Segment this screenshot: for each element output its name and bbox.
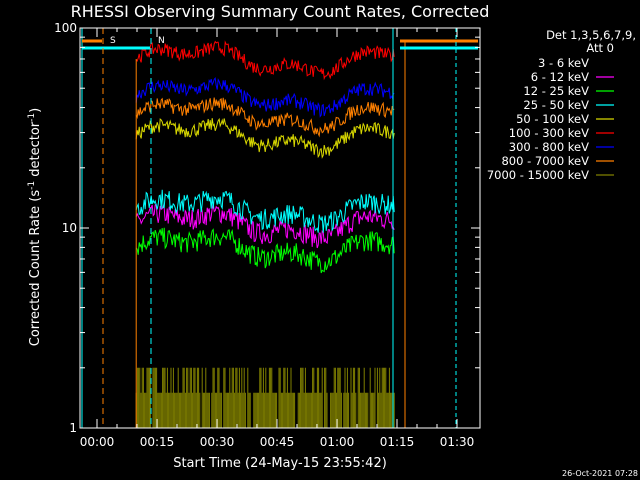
x-tick-label: 01:00 <box>320 435 355 449</box>
legend-header-line2: Att 0 <box>586 41 614 55</box>
x-tick-label: 00:00 <box>80 435 115 449</box>
legend-entry-label: 100 - 300 keV <box>509 126 589 140</box>
series-line <box>135 163 395 210</box>
x-tick-label: 00:45 <box>260 435 295 449</box>
legend-entry-label: 6 - 12 keV <box>531 70 589 84</box>
series-line <box>135 227 395 274</box>
y-axis-label-mid: detector <box>28 121 43 181</box>
series-line <box>135 202 395 249</box>
x-tick-label: 01:30 <box>440 435 475 449</box>
legend-entry-label: 3 - 6 keV <box>538 56 589 70</box>
marker-label: N <box>158 36 165 46</box>
x-tick-label: 00:30 <box>200 435 235 449</box>
series-line <box>135 117 395 159</box>
x-tick-label: 01:15 <box>380 435 415 449</box>
legend-entry-label: 25 - 50 keV <box>523 98 589 112</box>
legend-entry-label: 50 - 100 keV <box>516 112 589 126</box>
series-line <box>135 76 395 118</box>
y-axis-label-sup1: -1 <box>27 181 37 190</box>
y-axis-label-sup2: -1 <box>27 113 37 122</box>
y-tick-label: 1 <box>69 421 77 435</box>
y-axis-label: Corrected Count Rate (s-1 detector-1) <box>27 108 43 346</box>
y-tick-label: 100 <box>54 21 77 35</box>
y-axis-label-end: ) <box>28 108 43 113</box>
x-axis-ticks: 00:00 00:15 00:30 00:45 01:00 01:15 01:30 <box>80 28 475 449</box>
chart-title: RHESSI Observing Summary Count Rates, Co… <box>71 2 490 21</box>
y-axis-ticks: 100 10 1 <box>54 21 480 435</box>
x-axis-label: Start Time (24-May-15 23:55:42) <box>173 456 387 471</box>
marker-label: S <box>110 36 116 46</box>
legend-entry-label: 12 - 25 keV <box>523 84 589 98</box>
y-axis-label-main: Corrected Count Rate (s <box>28 190 43 347</box>
series-line <box>135 97 395 138</box>
series-line <box>135 40 395 81</box>
legend-entry-label: 300 - 800 keV <box>509 140 589 154</box>
series-line <box>135 189 395 233</box>
x-tick-label: 00:15 <box>140 435 175 449</box>
legend-entry-label: 800 - 7000 keV <box>501 154 589 168</box>
legend-header-line1: Det 1,3,5,6,7,9, <box>546 28 636 42</box>
legend-entry-label: 7000 - 15000 keV <box>487 168 589 182</box>
timestamp: 26-Oct-2021 07:28 <box>562 469 638 478</box>
y-tick-label: 10 <box>62 221 77 235</box>
